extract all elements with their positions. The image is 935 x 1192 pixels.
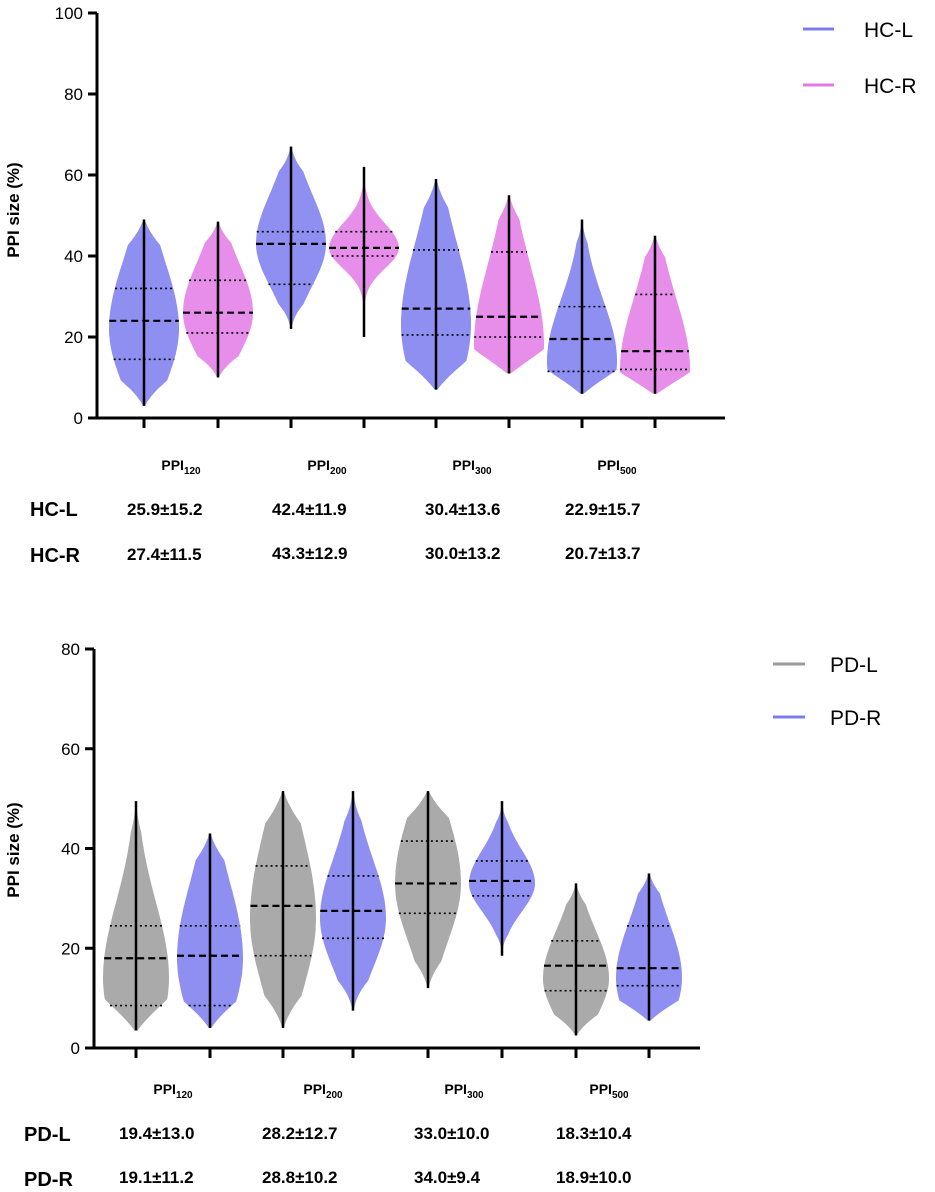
- x-tick-base: PPI: [307, 457, 330, 473]
- violin-group: [103, 791, 682, 1036]
- summary-cell: 30.4±13.6: [425, 500, 501, 519]
- panel-hc: PPI size (%) 0 20 40 60 80 100 PPI120 PPI200 …: [4, 4, 917, 567]
- x-tick-base: PPI: [153, 1081, 176, 1097]
- summary-cell: 30.0±13.2: [425, 544, 501, 563]
- x-tick-sub: 120: [184, 466, 201, 477]
- x-tick-label: PPI200: [303, 1081, 343, 1101]
- summary-cell: 34.0±9.4: [414, 1168, 481, 1187]
- legend-label-pd-r: PD-R: [830, 707, 881, 730]
- summary-cell: 43.3±12.9: [272, 544, 348, 563]
- y-tick-label: 0: [74, 409, 83, 428]
- x-tick-base: PPI: [597, 457, 620, 473]
- y-tick-label: 80: [64, 85, 83, 104]
- summary-cell: 18.3±10.4: [556, 1124, 632, 1143]
- legend: PD-L PD-R: [773, 654, 881, 730]
- x-tick-sub: 500: [620, 466, 637, 477]
- y-tick-label: 20: [61, 939, 80, 958]
- summary-table: PD-L 19.4±13.0 28.2±12.7 33.0±10.0 18.3±…: [24, 1124, 632, 1191]
- y-tick-label: 40: [64, 247, 83, 266]
- summary-cell: 22.9±15.7: [565, 500, 641, 519]
- y-tick-label: 60: [64, 166, 83, 185]
- summary-cell: 28.2±12.7: [262, 1124, 338, 1143]
- x-tick-base: PPI: [589, 1081, 612, 1097]
- summary-cell: 28.8±10.2: [262, 1168, 338, 1187]
- x-tick-base: PPI: [452, 457, 475, 473]
- y-tick-label: 100: [55, 4, 83, 23]
- y-tick-label: 20: [64, 328, 83, 347]
- x-tick-sub: 120: [176, 1090, 193, 1101]
- legend-label-hc-r: HC-R: [864, 75, 917, 98]
- x-tick-base: PPI: [303, 1081, 326, 1097]
- x-tick-sub: 200: [326, 1090, 343, 1101]
- summary-cell: 19.1±11.2: [119, 1168, 194, 1187]
- axes: 0 20 40 60 80 100: [55, 4, 725, 428]
- x-tick-sub: 300: [467, 1090, 484, 1101]
- y-tick-label: 0: [71, 1039, 80, 1058]
- y-axis-label: PPI size (%): [4, 162, 23, 257]
- x-tick-labels: PPI120 PPI200 PPI300 PPI500: [161, 457, 637, 477]
- violin-group: [109, 146, 690, 406]
- y-tick-label: 40: [61, 840, 80, 859]
- x-tick-label: PPI300: [452, 457, 492, 477]
- x-tick-sub: 500: [612, 1090, 629, 1101]
- x-tick-label: PPI200: [307, 457, 347, 477]
- summary-cell: 19.4±13.0: [119, 1124, 195, 1143]
- summary-table: HC-L 25.9±15.2 42.4±11.9 30.4±13.6 22.9±…: [30, 499, 641, 567]
- summary-cell: 33.0±10.0: [414, 1124, 490, 1143]
- y-axis-label: PPI size (%): [4, 802, 23, 897]
- y-tick-label: 80: [61, 640, 80, 659]
- summary-row-label: HC-R: [30, 545, 81, 567]
- x-tick-labels: PPI120 PPI200 PPI300 PPI500: [153, 1081, 629, 1101]
- legend-label-hc-l: HC-L: [864, 19, 913, 42]
- x-tick-label: PPI500: [589, 1081, 629, 1101]
- summary-cell: 18.9±10.0: [556, 1168, 632, 1187]
- x-tick-base: PPI: [444, 1081, 467, 1097]
- x-tick-sub: 300: [475, 466, 492, 477]
- legend-label-pd-l: PD-L: [830, 654, 878, 677]
- x-tick-label: PPI300: [444, 1081, 484, 1101]
- summary-row-label: PD-R: [24, 1169, 73, 1191]
- x-tick-sub: 200: [330, 466, 347, 477]
- x-tick-label: PPI120: [161, 457, 201, 477]
- legend: HC-L HC-R: [803, 19, 917, 98]
- x-tick-base: PPI: [161, 457, 184, 473]
- summary-cell: 27.4±11.5: [127, 545, 202, 564]
- y-tick-label: 60: [61, 740, 80, 759]
- x-tick-label: PPI120: [153, 1081, 193, 1101]
- axes: 0 20 40 60 80: [61, 640, 700, 1058]
- summary-cell: 25.9±15.2: [127, 500, 203, 519]
- x-tick-label: PPI500: [597, 457, 637, 477]
- summary-row-label: PD-L: [24, 1124, 71, 1146]
- summary-row-label: HC-L: [30, 499, 78, 521]
- summary-cell: 20.7±13.7: [565, 544, 641, 563]
- summary-cell: 42.4±11.9: [272, 500, 347, 519]
